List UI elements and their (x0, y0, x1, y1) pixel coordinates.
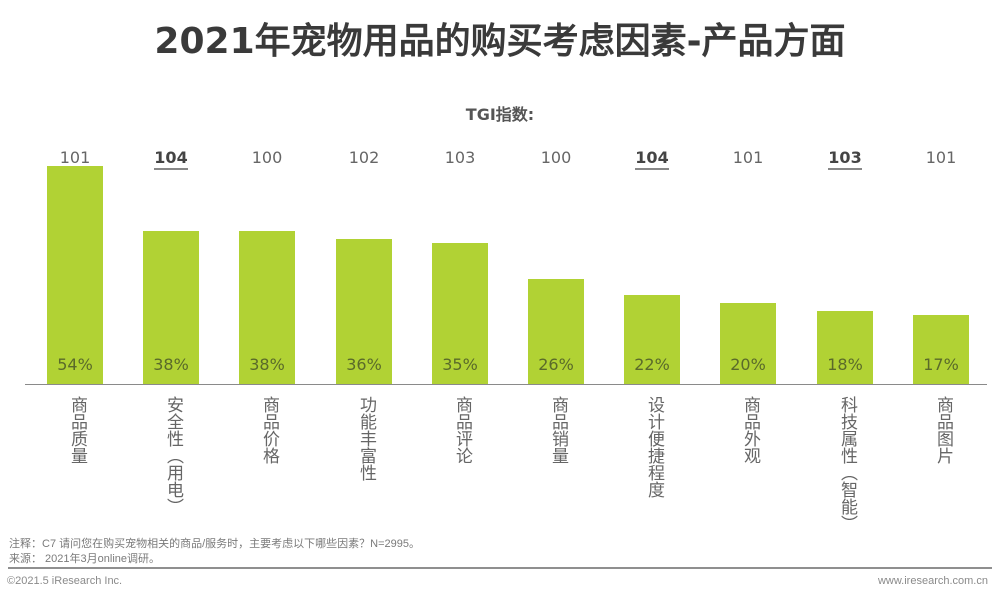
chart-source: 来源： 2021年3月online调研。 (9, 553, 161, 565)
bar (913, 315, 969, 384)
tgi-value: 103 (805, 148, 885, 170)
bar-value-label: 20% (730, 355, 766, 374)
tgi-value-text: 104 (154, 148, 188, 170)
category-label: 商品质量 (67, 396, 87, 464)
bar (239, 231, 295, 384)
tgi-value-text: 103 (828, 148, 862, 170)
tgi-value-text: 103 (444, 148, 476, 167)
bar-value-label: 22% (634, 355, 670, 374)
tgi-value-text: 100 (251, 148, 283, 167)
bar-value-label: 26% (538, 355, 574, 374)
x-axis-line (25, 384, 987, 385)
tgi-value: 101 (901, 148, 981, 167)
bar-value-label: 38% (153, 355, 189, 374)
bar (720, 303, 776, 384)
bar (47, 166, 103, 384)
category-label: 商品评论 (452, 396, 472, 464)
website: www.iresearch.com.cn (877, 575, 988, 587)
tgi-value-text: 102 (348, 148, 380, 167)
category-label: 商品价格 (259, 396, 279, 464)
tgi-value: 100 (516, 148, 596, 167)
bar-value-label: 54% (57, 355, 93, 374)
category-label: 设计便捷程度 (644, 396, 664, 498)
bar-value-label: 35% (442, 355, 478, 374)
bar-value-label: 18% (827, 355, 863, 374)
tgi-value-text: 101 (732, 148, 764, 167)
tgi-value-text: 101 (925, 148, 957, 167)
tgi-value-text: 104 (635, 148, 669, 170)
tgi-value: 104 (131, 148, 211, 170)
bar-chart: 101 54% 商品质量 104 38% 安全性（用电） 100 38% 商品价格 102 36% 功… (25, 148, 987, 532)
bar (624, 295, 680, 384)
tgi-value: 101 (35, 148, 115, 167)
bar (528, 279, 584, 384)
tgi-value: 103 (420, 148, 500, 167)
tgi-value: 104 (612, 148, 692, 170)
bar (817, 311, 873, 384)
category-label: 科技属性（智能） (837, 396, 857, 532)
category-label: 安全性（用电） (163, 396, 183, 515)
tgi-value-text: 101 (59, 148, 91, 167)
tgi-value-text: 100 (540, 148, 572, 167)
category-label: 商品图片 (933, 396, 953, 464)
tgi-label: TGI指数: (465, 105, 535, 124)
chart-title: 2021年宠物用品的购买考虑因素-产品方面 (154, 21, 846, 62)
tgi-value: 101 (708, 148, 788, 167)
chart-note: 注释：C7 请问您在购买宠物相关的商品/服务时，主要考虑以下哪些因素？N=299… (9, 538, 421, 550)
copyright: ©2021.5 iResearch Inc. (7, 575, 123, 587)
category-label: 商品外观 (740, 396, 760, 464)
category-label: 功能丰富性 (356, 396, 376, 481)
bar-value-label: 17% (923, 355, 959, 374)
bar (336, 239, 392, 384)
bar (143, 231, 199, 384)
bar-value-label: 38% (249, 355, 285, 374)
tgi-value: 102 (324, 148, 404, 167)
footer-divider (8, 567, 992, 569)
bar-value-label: 36% (346, 355, 382, 374)
category-label: 商品销量 (548, 396, 568, 464)
bar (432, 243, 488, 384)
tgi-value: 100 (227, 148, 307, 167)
